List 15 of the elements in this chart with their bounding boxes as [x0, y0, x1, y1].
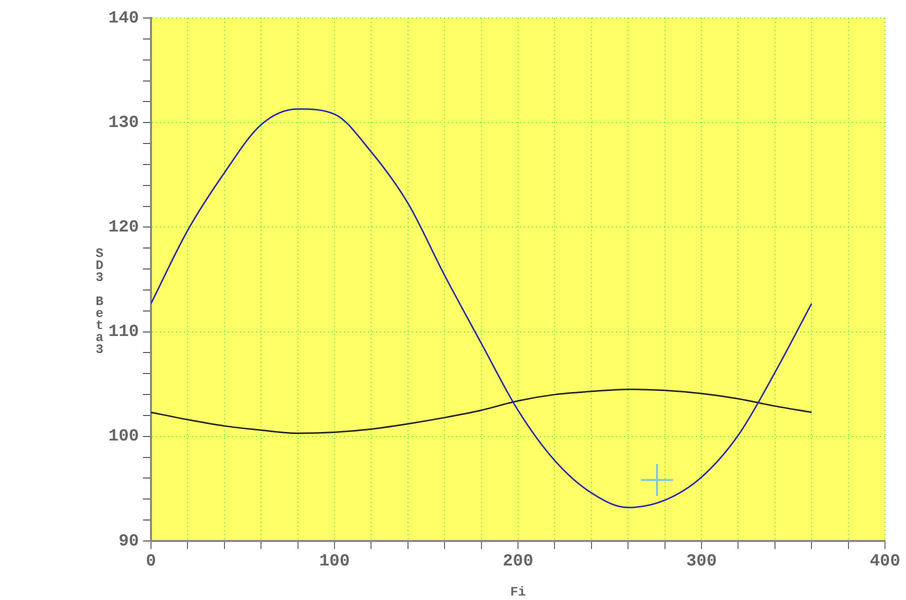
- x-tick-label: 100: [319, 552, 350, 572]
- y-tick-label: 140: [108, 9, 139, 28]
- y-tick-label: 130: [108, 114, 139, 133]
- x-axis-title: Fi: [510, 584, 526, 600]
- y-tick-label: 100: [108, 428, 139, 447]
- x-tick-label: 300: [686, 552, 717, 572]
- y-tick-label: 110: [108, 323, 139, 342]
- line-series: [151, 108, 812, 508]
- y-axis-title: SD3 Beta3: [92, 246, 107, 354]
- x-tick-label: 200: [502, 552, 534, 572]
- line-series: [151, 388, 812, 434]
- y-tick-label: 90: [118, 532, 139, 552]
- y-tick-label: 120: [108, 218, 139, 238]
- x-tick-label: 0: [146, 552, 156, 572]
- x-tick-label: 400: [870, 552, 900, 572]
